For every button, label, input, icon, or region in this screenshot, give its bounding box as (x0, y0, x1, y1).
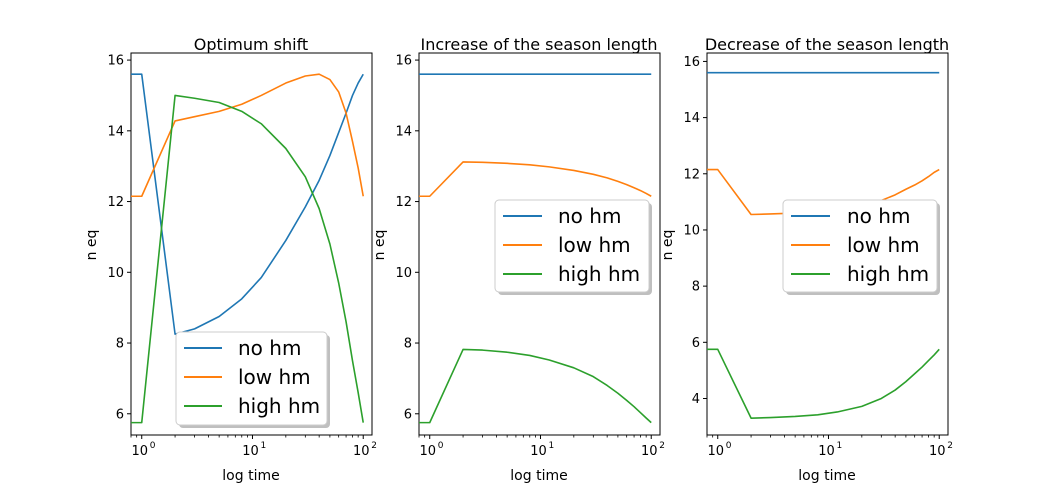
series-line-low-hm (419, 161, 652, 198)
y-tick-label: 16 (107, 54, 124, 69)
y-tick-label: 16 (683, 55, 700, 70)
chart-title: Decrease of the season length (705, 35, 949, 54)
legend: no hm low hm high hm (782, 199, 940, 295)
chart-panel-increase-season-length: Increase of the season length log time n… (372, 35, 665, 484)
series-line-high-hm (419, 348, 652, 424)
x-tick-label: 10 (818, 444, 835, 459)
y-tick-label: 16 (395, 54, 412, 69)
x-tick-exponent: 2 (947, 441, 953, 451)
legend-box (494, 199, 650, 293)
x-tick-exponent: 2 (659, 441, 665, 451)
x-tick-label: 10 (242, 444, 259, 459)
x-tick-exponent: 1 (260, 441, 266, 451)
y-tick-label: 14 (107, 124, 124, 139)
y-tick-label: 10 (395, 266, 412, 281)
chart-panel-optimum-shift: Optimum shift log time n eq 681012141610… (84, 35, 377, 484)
chart-title: Increase of the season length (421, 35, 658, 54)
y-tick-label: 8 (404, 337, 412, 352)
axes-frame (418, 52, 661, 436)
y-axis-label: n eq (372, 230, 388, 261)
x-tick-label: 10 (131, 444, 148, 459)
legend-label-low-hm: low hm (238, 365, 311, 389)
y-tick-label: 4 (692, 392, 700, 407)
x-tick-exponent: 1 (836, 441, 842, 451)
y-axis-label: n eq (660, 230, 676, 261)
x-axis-label: log time (222, 468, 279, 484)
legend-label-low-hm: low hm (558, 233, 631, 257)
y-tick-label: 6 (116, 407, 124, 422)
x-tick-exponent: 2 (371, 441, 377, 451)
x-tick-exponent: 0 (150, 441, 156, 451)
legend-box (175, 331, 328, 426)
y-tick-label: 6 (404, 407, 412, 422)
x-axis-label: log time (510, 468, 567, 484)
series-line-high-hm (131, 94, 365, 424)
legend-label-high-hm: high hm (558, 262, 640, 286)
legend: no hm low hm high hm (175, 331, 330, 428)
legend-label-high-hm: high hm (847, 262, 929, 286)
legend-label-high-hm: high hm (238, 394, 320, 418)
axes-frame (706, 52, 949, 436)
legend-label-no-hm: no hm (238, 336, 301, 360)
x-tick-label: 10 (641, 444, 658, 459)
y-tick-label: 12 (683, 167, 700, 182)
y-tick-label: 8 (116, 337, 124, 352)
x-tick-label: 10 (929, 444, 946, 459)
x-tick-label: 10 (530, 444, 547, 459)
x-tick-label: 10 (707, 444, 724, 459)
chart-panel-decrease-season-length: Decrease of the season length log time n… (660, 35, 953, 484)
x-tick-exponent: 0 (726, 441, 732, 451)
series-line-low-hm (131, 73, 365, 198)
legend-label-no-hm: no hm (558, 204, 621, 228)
y-tick-label: 10 (107, 266, 124, 281)
y-tick-label: 10 (683, 223, 700, 238)
series-line-high-hm (707, 348, 940, 419)
x-tick-label: 10 (353, 444, 370, 459)
y-tick-label: 14 (395, 124, 412, 139)
y-tick-label: 6 (692, 336, 700, 351)
legend-label-no-hm: no hm (847, 204, 910, 228)
y-tick-label: 12 (107, 195, 124, 210)
axes-frame (130, 52, 373, 436)
x-axis-label: log time (798, 468, 855, 484)
y-axis-label: n eq (84, 230, 100, 261)
y-tick-label: 12 (395, 195, 412, 210)
legend-label-low-hm: low hm (847, 233, 920, 257)
x-tick-exponent: 0 (438, 441, 444, 451)
x-tick-exponent: 1 (548, 441, 554, 451)
x-tick-label: 10 (419, 444, 436, 459)
y-tick-label: 14 (683, 111, 700, 126)
chart-title: Optimum shift (194, 35, 308, 54)
y-tick-label: 8 (692, 280, 700, 295)
legend-box (782, 199, 938, 293)
legend: no hm low hm high hm (494, 199, 652, 295)
